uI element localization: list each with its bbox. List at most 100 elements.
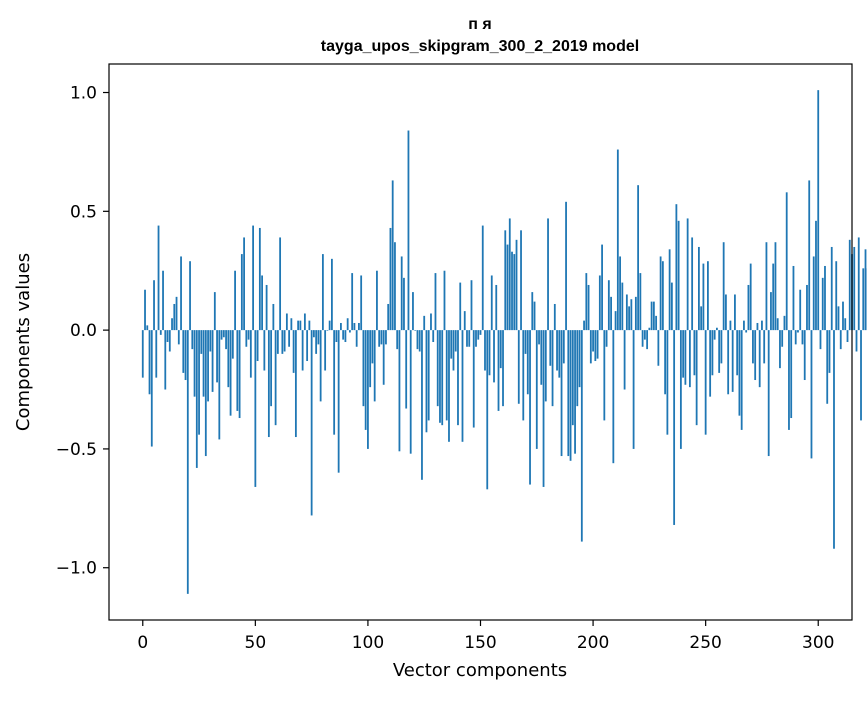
bar-287 (788, 330, 790, 430)
bar-145 (468, 330, 470, 347)
y-tick-label: 0.0 (70, 321, 97, 341)
bar-288 (790, 330, 792, 418)
bar-213 (621, 283, 623, 331)
bar-87 (338, 330, 340, 473)
bar-289 (793, 266, 795, 330)
bar-312 (844, 318, 846, 330)
bar-97 (360, 275, 362, 330)
bar-14 (173, 304, 175, 330)
bar-132 (439, 330, 441, 423)
bar-49 (252, 226, 254, 331)
bar-158 (498, 330, 500, 411)
bar-121 (414, 330, 416, 331)
bar-69 (297, 321, 299, 331)
bar-11 (167, 330, 169, 342)
bar-278 (768, 330, 770, 456)
bar-42 (236, 330, 238, 411)
bar-118 (408, 131, 410, 331)
bar-120 (412, 292, 414, 330)
bar-151 (482, 226, 484, 331)
bar-176 (538, 330, 540, 344)
bar-140 (457, 330, 459, 425)
bar-217 (630, 299, 632, 330)
bar-117 (405, 330, 407, 408)
bar-32 (214, 292, 216, 330)
bar-104 (376, 271, 378, 330)
bar-95 (356, 330, 358, 347)
bar-284 (781, 330, 783, 347)
bar-277 (766, 242, 768, 330)
bar-109 (387, 304, 389, 330)
bar-84 (331, 259, 333, 330)
bar-114 (399, 330, 401, 451)
bar-306 (831, 247, 833, 330)
bar-198 (588, 285, 590, 330)
x-tick-label: 200 (577, 633, 609, 653)
bar-200 (592, 330, 594, 351)
bar-36 (223, 330, 225, 337)
bar-76 (313, 330, 315, 337)
bar-102 (372, 330, 374, 363)
bar-24 (196, 330, 198, 468)
bar-237 (675, 204, 677, 330)
bars-group (142, 90, 867, 594)
bar-4 (151, 330, 153, 446)
bar-170 (525, 330, 527, 354)
bar-305 (829, 330, 831, 373)
bar-37 (225, 330, 227, 349)
bar-161 (504, 230, 506, 330)
bar-247 (698, 247, 700, 330)
bar-52 (259, 228, 261, 330)
bar-294 (804, 330, 806, 380)
bar-74 (308, 321, 310, 331)
bar-212 (619, 256, 621, 330)
bar-233 (666, 330, 668, 435)
bar-253 (712, 330, 714, 375)
bar-291 (797, 330, 799, 332)
bar-190 (570, 330, 572, 461)
bar-246 (696, 330, 698, 425)
bar-240 (682, 330, 684, 378)
bar-314 (849, 240, 851, 330)
bar-63 (284, 330, 286, 351)
bar-267 (743, 321, 745, 331)
bar-210 (615, 311, 617, 330)
bar-177 (540, 330, 542, 385)
bar-92 (349, 330, 351, 332)
plot-frame (109, 64, 852, 620)
bar-191 (572, 330, 574, 425)
bar-105 (378, 330, 380, 347)
bar-183 (554, 304, 556, 330)
bar-160 (502, 330, 504, 406)
bar-194 (579, 330, 581, 387)
bar-48 (250, 330, 252, 378)
x-axis-label: Vector components (393, 660, 567, 681)
bar-119 (410, 330, 412, 454)
bar-250 (705, 330, 707, 435)
bar-255 (716, 328, 718, 330)
bar-299 (815, 221, 817, 330)
bar-207 (608, 280, 610, 330)
bar-136 (448, 330, 450, 442)
bar-71 (302, 330, 304, 370)
bar-111 (392, 180, 394, 330)
bar-34 (218, 330, 220, 439)
bar-113 (396, 330, 398, 349)
bar-201 (594, 330, 596, 361)
bar-21 (189, 261, 191, 330)
bar-227 (653, 302, 655, 331)
bar-320 (862, 268, 864, 330)
bar-218 (633, 330, 635, 449)
bar-296 (808, 180, 810, 330)
bar-257 (721, 330, 723, 363)
bar-285 (784, 316, 786, 330)
bar-298 (813, 256, 815, 330)
bar-77 (315, 330, 317, 354)
bar-199 (590, 330, 592, 363)
bar-313 (847, 330, 849, 342)
bar-58 (272, 304, 274, 330)
bar-81 (324, 330, 326, 370)
bar-264 (736, 330, 738, 375)
bar-146 (471, 280, 473, 330)
